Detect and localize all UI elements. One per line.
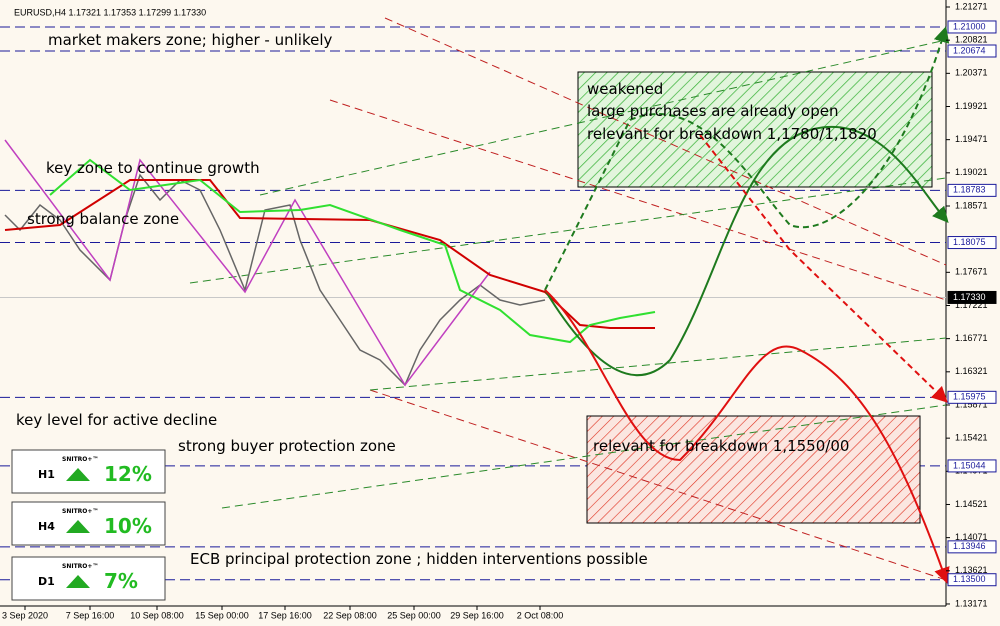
price-tick-label: 1.15871 [955,399,988,409]
annotation: weakened [587,80,663,98]
level-tag [947,573,997,587]
time-label: 2 Oct 08:00 [517,610,564,620]
price-tick-label: 1.14521 [955,499,988,509]
price-tick-label: 1.21271 [955,1,988,11]
annotation: large purchases are already open [587,102,838,120]
widget-brand: SNITRO+™ [62,508,98,515]
level-label: 1.13946 [953,541,986,551]
symbol-header: EURUSD,H4 1.17321 1.17353 1.17299 1.1733… [14,7,206,17]
widget-timeframe: D1 [38,575,55,588]
level-tag [947,183,997,197]
widget-value: 12% [104,462,152,486]
buy-zone [577,71,933,188]
price-tick-label: 1.17671 [955,267,988,277]
time-label: 22 Sep 08:00 [323,610,377,620]
price-tick-label: 1.19921 [955,101,988,111]
level-label: 1.20674 [953,45,986,55]
annotations: market makers zone; higher - unlikely wea… [16,31,877,568]
widget-box [11,449,166,494]
level-label: 1.15975 [953,392,986,402]
time-label: 17 Sep 16:00 [258,610,312,620]
widget-timeframe: H1 [38,468,55,481]
widget-value: 7% [104,569,138,593]
price-tick-label: 1.19471 [955,134,988,144]
level-tag [947,390,997,404]
annotation: key zone to continue growth [46,159,260,177]
level-label: 1.15044 [953,460,986,470]
level-label: 1.17330 [953,292,986,302]
level-label: 1.13500 [953,574,986,584]
price-tick-label: 1.14071 [955,532,988,542]
annotation: relevant for breakdown 1,1550/00 [593,437,849,455]
kijun [4,179,655,329]
widget-arrow [66,520,90,533]
forecast-up-alt [544,26,950,291]
forecast-down [544,289,950,584]
level-tag [947,459,997,473]
forecast-up [544,125,949,377]
level-tag [947,540,997,554]
level-tag [947,44,997,58]
price-tick-label: 1.16771 [955,333,988,343]
price-tick-label: 1.19021 [955,167,988,177]
time-label: 29 Sep 16:00 [450,610,504,620]
widget-value: 10% [104,514,152,538]
time-label: 3 Sep 2020 [2,610,48,620]
price-tick-label: 1.13621 [955,565,988,575]
price-tick-label: 1.20821 [955,35,988,45]
price-tick-label: 1.17221 [955,300,988,310]
level-label: 1.18783 [953,185,986,195]
price-tick-label: 1.20371 [955,68,988,78]
price-tick-label: 1.18571 [955,200,988,210]
level-label: 1.21000 [953,21,986,31]
time-label: 15 Sep 00:00 [195,610,249,620]
widget-box [11,556,166,601]
level-tag [947,20,997,34]
trend-lines [189,17,947,581]
level-tag [947,236,997,250]
widgets: H1 SNITRO+™ 12% H4 SNITRO+™ 10% D1 SNITRO+™ 7% [11,449,166,601]
annotation: key level for active decline [16,411,217,429]
widget-timeframe: H4 [38,520,55,533]
annotation: strong buyer protection zone [178,437,396,455]
widget-brand: SNITRO+™ [62,456,98,463]
widget-arrow [66,468,90,481]
time-label: 25 Sep 00:00 [387,610,441,620]
time-label: 7 Sep 16:00 [66,610,115,620]
widget-arrow [66,575,90,588]
annotation: market makers zone; higher - unlikely [48,31,332,49]
time-label: 10 Sep 08:00 [130,610,184,620]
zigzag [4,139,491,387]
widget-box [11,501,166,546]
level-tag [947,290,997,304]
price-tick-label: 1.13171 [955,598,988,608]
annotation: strong balance zone [27,210,179,228]
price-tick-label: 1.15421 [955,433,988,443]
level-label: 1.18075 [953,237,986,247]
widget-brand: SNITRO+™ [62,563,98,570]
price-path [4,173,546,387]
annotation: relevant for breakdown 1,1780/1,1820 [587,125,877,143]
sell-zone [586,415,921,524]
annotation: ECB principal protection zone ; hidden i… [190,550,648,568]
price-tick-label: 1.16321 [955,366,988,376]
